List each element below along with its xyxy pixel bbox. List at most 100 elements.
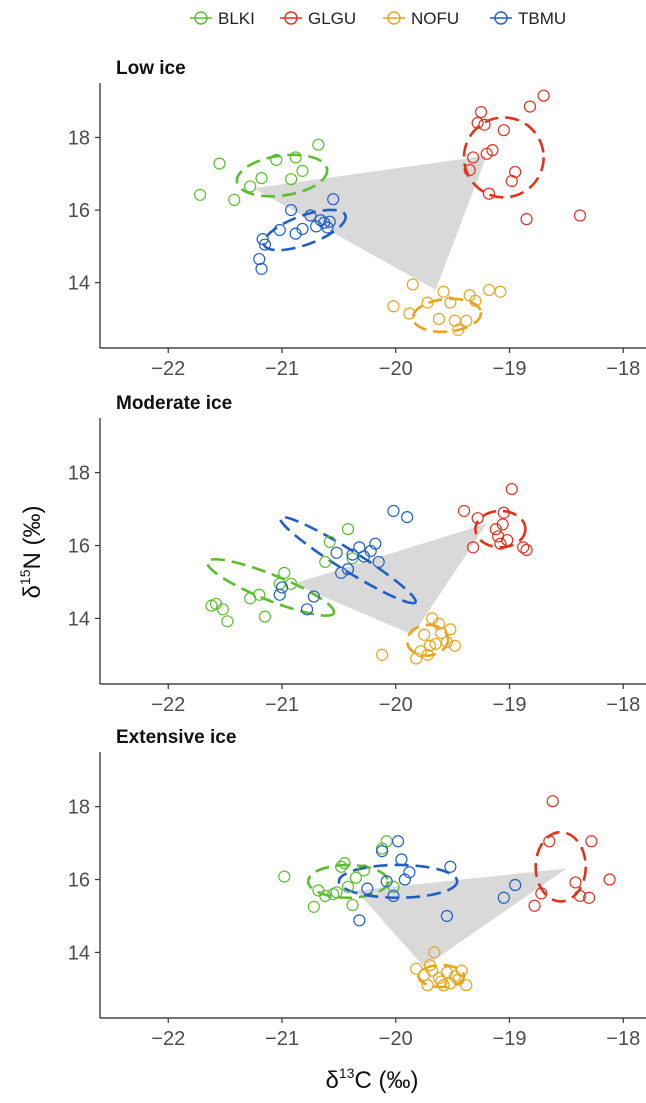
point-tbmu bbox=[304, 209, 317, 222]
ellipse-glgu bbox=[534, 830, 588, 903]
point-nofu bbox=[432, 312, 446, 326]
point-tbmu bbox=[273, 588, 286, 601]
point-nofu bbox=[437, 285, 450, 298]
point-blki bbox=[253, 588, 266, 601]
legend-key-marker bbox=[387, 11, 401, 25]
point-glgu bbox=[471, 116, 484, 130]
point-nofu bbox=[423, 959, 436, 972]
point-glgu bbox=[517, 541, 530, 554]
point-blki bbox=[341, 523, 355, 536]
point-glgu bbox=[467, 151, 480, 164]
point-blki bbox=[194, 188, 207, 201]
ellipse-tbmu bbox=[278, 515, 418, 605]
x-tick-label: −19 bbox=[493, 358, 527, 380]
point-nofu bbox=[455, 964, 468, 977]
point-tbmu bbox=[253, 252, 266, 266]
point-tbmu bbox=[285, 203, 298, 217]
point-tbmu bbox=[307, 590, 320, 603]
x-axis-title-base: δ bbox=[326, 1067, 339, 1094]
ellipse-glgu bbox=[474, 509, 527, 549]
point-blki bbox=[319, 889, 332, 903]
legend: BLKI GLGU NOFU TBMU bbox=[190, 9, 566, 28]
point-glgu bbox=[543, 835, 556, 848]
point-nofu bbox=[376, 648, 389, 661]
y-tick-label: 14 bbox=[68, 273, 90, 295]
point-nofu bbox=[440, 635, 454, 649]
panel-title: Extensive ice bbox=[116, 727, 236, 748]
point-blki bbox=[307, 900, 320, 913]
ellipse-blki bbox=[205, 557, 336, 617]
point-blki bbox=[323, 535, 336, 548]
point-nofu bbox=[448, 639, 461, 652]
point-blki bbox=[346, 552, 359, 565]
point-glgu bbox=[509, 165, 522, 179]
point-nofu bbox=[410, 652, 423, 665]
point-tbmu bbox=[296, 222, 309, 236]
point-tbmu bbox=[255, 262, 268, 275]
point-blki bbox=[341, 880, 355, 893]
legend-item-nofu: NOFU bbox=[383, 9, 459, 28]
point-glgu bbox=[585, 835, 598, 848]
x-tick-label: −19 bbox=[493, 1028, 527, 1050]
ellipse-glgu bbox=[462, 116, 545, 199]
niche-hull bbox=[253, 155, 487, 290]
point-tbmu bbox=[376, 845, 389, 858]
point-tbmu bbox=[391, 835, 405, 848]
legend-label: TBMU bbox=[518, 9, 566, 28]
point-nofu bbox=[406, 278, 419, 291]
point-tbmu bbox=[314, 214, 327, 227]
point-tbmu bbox=[403, 866, 416, 879]
y-tick-label: 16 bbox=[68, 870, 90, 892]
point-glgu bbox=[528, 899, 541, 912]
point-tbmu bbox=[323, 215, 336, 228]
point-nofu bbox=[429, 637, 442, 651]
point-glgu bbox=[546, 795, 559, 808]
ellipse-blki bbox=[306, 863, 390, 900]
point-glgu bbox=[467, 541, 480, 554]
point-nofu bbox=[444, 977, 457, 990]
y-axis-title-superscript: 15 bbox=[17, 569, 33, 585]
point-nofu bbox=[482, 283, 496, 297]
point-nofu bbox=[414, 645, 427, 658]
x-tick-label: −21 bbox=[265, 694, 299, 716]
point-tbmu bbox=[440, 909, 454, 923]
point-glgu bbox=[520, 213, 533, 226]
point-nofu bbox=[423, 639, 436, 652]
y-tick-label: 18 bbox=[68, 127, 90, 149]
point-nofu bbox=[418, 628, 431, 641]
x-axis-title: δ13C (‰) bbox=[326, 1065, 419, 1094]
point-glgu bbox=[474, 105, 488, 119]
point-tbmu bbox=[335, 566, 348, 579]
x-tick-label: −22 bbox=[151, 358, 185, 380]
point-nofu bbox=[460, 314, 473, 327]
x-tick-label: −20 bbox=[379, 1028, 413, 1050]
point-blki bbox=[335, 860, 348, 873]
y-tick-label: 16 bbox=[68, 536, 90, 558]
point-glgu bbox=[583, 891, 596, 904]
point-glgu bbox=[494, 537, 507, 550]
x-tick-label: −22 bbox=[151, 1028, 185, 1050]
point-tbmu bbox=[321, 221, 334, 234]
point-blki bbox=[289, 151, 302, 164]
point-tbmu bbox=[395, 853, 408, 866]
point-nofu bbox=[421, 296, 434, 309]
x-tick-label: −20 bbox=[379, 694, 413, 716]
point-tbmu bbox=[497, 891, 510, 904]
point-tbmu bbox=[369, 537, 382, 550]
point-blki bbox=[213, 157, 226, 170]
point-glgu bbox=[537, 89, 550, 102]
point-blki bbox=[244, 180, 257, 193]
point-nofu bbox=[460, 979, 473, 992]
panel-title: Low ice bbox=[116, 58, 186, 79]
point-tbmu bbox=[289, 227, 302, 240]
point-tbmu bbox=[273, 223, 286, 237]
legend-label: BLKI bbox=[218, 9, 255, 28]
ellipse-tbmu bbox=[337, 863, 459, 900]
point-glgu bbox=[523, 100, 537, 113]
point-glgu bbox=[573, 889, 587, 903]
legend-key-marker bbox=[284, 11, 298, 25]
point-blki bbox=[312, 138, 325, 151]
point-nofu bbox=[435, 975, 448, 988]
x-tick-label: −22 bbox=[151, 694, 185, 716]
